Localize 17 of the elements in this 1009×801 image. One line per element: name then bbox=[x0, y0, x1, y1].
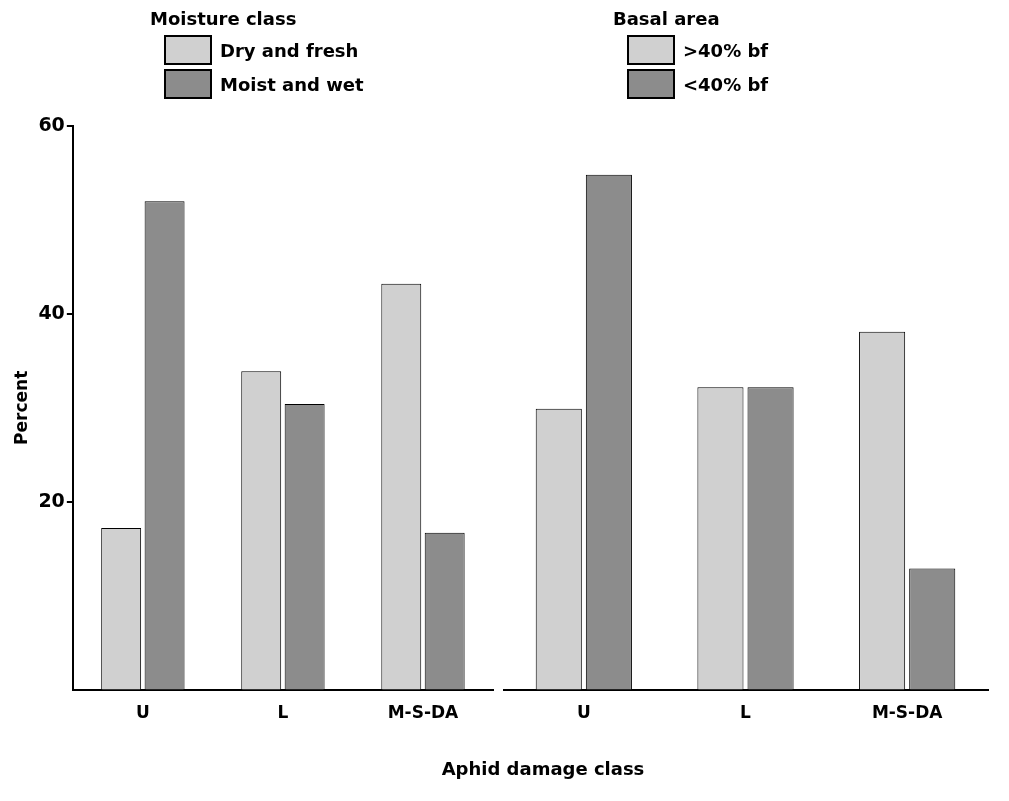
x-tick-label: U bbox=[135, 702, 150, 723]
legend-title: Basal area bbox=[613, 8, 721, 29]
y-axis-title: Percent bbox=[10, 370, 31, 445]
legend-label: >40% bf bbox=[683, 39, 769, 61]
x-tick-label: L bbox=[277, 702, 289, 723]
x-tick-label: L bbox=[740, 702, 752, 723]
legend-label: Moist and wet bbox=[220, 73, 364, 95]
legend-label: Dry and fresh bbox=[220, 39, 359, 61]
x-axis-title: Aphid damage class bbox=[440, 758, 646, 779]
legend-label: <40% bf bbox=[683, 73, 769, 95]
legend-title: Moisture class bbox=[150, 8, 298, 29]
x-tick-label: M-S-DA bbox=[871, 702, 944, 723]
x-tick-label: M-S-DA bbox=[387, 702, 460, 723]
y-tick-label: 60 bbox=[38, 112, 65, 135]
y-tick-label: 40 bbox=[38, 300, 65, 323]
x-tick-label: U bbox=[576, 702, 591, 723]
y-tick-label: 20 bbox=[38, 488, 65, 511]
